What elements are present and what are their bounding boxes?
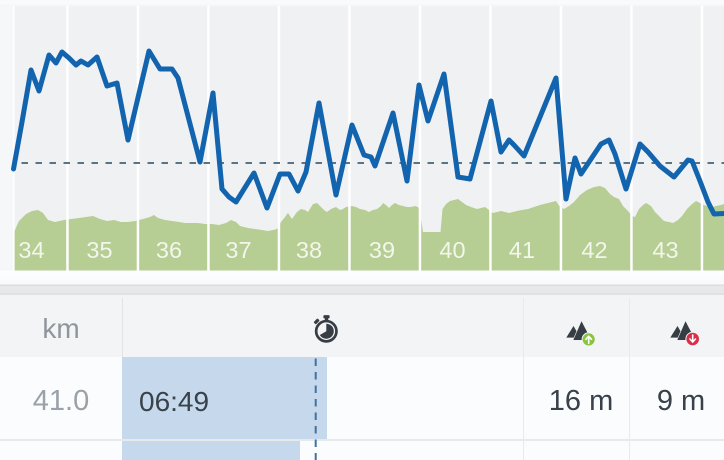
svg-text:37: 37 bbox=[225, 237, 251, 263]
svg-text:34: 34 bbox=[18, 237, 44, 263]
svg-text:43: 43 bbox=[652, 237, 678, 263]
svg-text:35: 35 bbox=[86, 237, 112, 263]
svg-text:36: 36 bbox=[156, 237, 182, 263]
svg-text:38: 38 bbox=[296, 237, 322, 263]
svg-text:42: 42 bbox=[581, 237, 607, 263]
svg-text:39: 39 bbox=[369, 237, 395, 263]
svg-text:41: 41 bbox=[509, 237, 535, 263]
svg-text:40: 40 bbox=[439, 237, 465, 263]
